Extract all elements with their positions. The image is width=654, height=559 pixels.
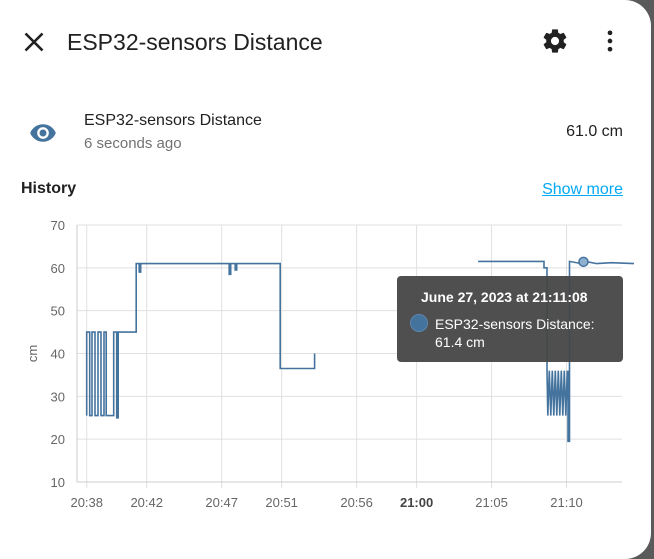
history-chart[interactable]: 10 20 30 40 50 60 70 20:38 20:42 20:47 20:51 20:56 2…: [0, 212, 651, 512]
y-tick-label: 10: [51, 475, 65, 490]
x-tick-label: 21:00: [400, 495, 433, 510]
tooltip-series-swatch: [410, 314, 428, 332]
entity-state: 61.0 cm: [566, 123, 623, 140]
x-tick-label: 20:47: [205, 495, 238, 510]
y-tick-label: 50: [51, 304, 65, 319]
y-tick-label: 30: [51, 389, 65, 404]
y-tick-label: 70: [51, 218, 65, 233]
tooltip-date: June 27, 2023 at 21:11:08: [421, 289, 588, 305]
highlight-point: [578, 256, 589, 268]
x-tick-label: 20:56: [340, 495, 373, 510]
x-tick-label: 20:51: [265, 495, 298, 510]
close-icon: [24, 32, 44, 52]
x-tick-label: 20:42: [130, 495, 163, 510]
entity-icon: [29, 119, 57, 147]
y-tick-label: 20: [51, 432, 65, 447]
more-options-button[interactable]: [596, 27, 624, 55]
x-tick-label: 20:38: [70, 495, 103, 510]
series-line: [85, 262, 316, 419]
tooltip-series-label: ESP32-sensors Distance:: [435, 316, 595, 332]
eye-icon: [30, 124, 56, 142]
history-title: History: [21, 180, 77, 197]
y-axis-label: cm: [25, 345, 40, 362]
entity-last-changed: 6 seconds ago: [84, 135, 182, 152]
entity-name: ESP32-sensors Distance: [84, 112, 262, 129]
series-line: [478, 260, 635, 443]
more-vertical-icon: [607, 30, 613, 52]
settings-button[interactable]: [541, 27, 569, 55]
show-more-link[interactable]: Show more: [542, 181, 623, 198]
close-button[interactable]: [20, 28, 48, 56]
x-tick-label: 21:05: [475, 495, 508, 510]
x-tick-label: 21:10: [550, 495, 583, 510]
chart-tooltip: June 27, 2023 at 21:11:08 ESP32-sensors …: [397, 276, 623, 362]
y-tick-label: 40: [51, 347, 65, 362]
dialog-title: ESP32-sensors Distance: [67, 29, 323, 55]
y-tick-label: 60: [51, 261, 65, 276]
tooltip-series-text: ESP32-sensors Distance: 61.4 cm: [435, 315, 615, 351]
gear-icon: [543, 29, 567, 53]
tooltip-series-value: 61.4 cm: [435, 334, 485, 350]
